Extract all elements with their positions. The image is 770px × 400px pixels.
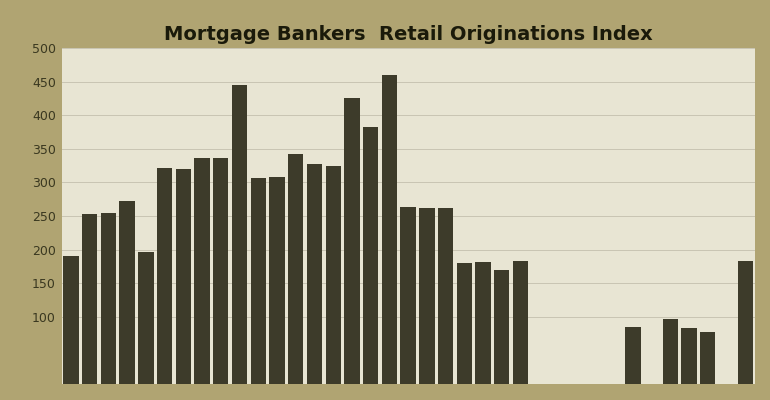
- Bar: [475, 262, 490, 384]
- Bar: [419, 208, 434, 384]
- Bar: [213, 158, 229, 384]
- Bar: [438, 208, 454, 384]
- Bar: [101, 213, 116, 384]
- Bar: [232, 85, 247, 384]
- Bar: [382, 75, 397, 384]
- Bar: [400, 207, 416, 384]
- Bar: [270, 177, 285, 384]
- Bar: [344, 98, 360, 384]
- Title: Mortgage Bankers  Retail Originations Index: Mortgage Bankers Retail Originations Ind…: [164, 25, 652, 44]
- Bar: [63, 256, 79, 384]
- Bar: [738, 261, 753, 384]
- Bar: [513, 261, 528, 384]
- Bar: [82, 214, 97, 384]
- Bar: [625, 327, 641, 384]
- Bar: [138, 252, 153, 384]
- Bar: [681, 328, 697, 384]
- Bar: [306, 164, 322, 384]
- Bar: [363, 127, 378, 384]
- Bar: [663, 319, 678, 384]
- Bar: [176, 169, 191, 384]
- Bar: [157, 168, 172, 384]
- Bar: [700, 332, 715, 384]
- Bar: [250, 178, 266, 384]
- Bar: [326, 166, 341, 384]
- Bar: [119, 201, 135, 384]
- Bar: [194, 158, 209, 384]
- Bar: [457, 263, 472, 384]
- Bar: [288, 154, 303, 384]
- Bar: [494, 270, 510, 384]
